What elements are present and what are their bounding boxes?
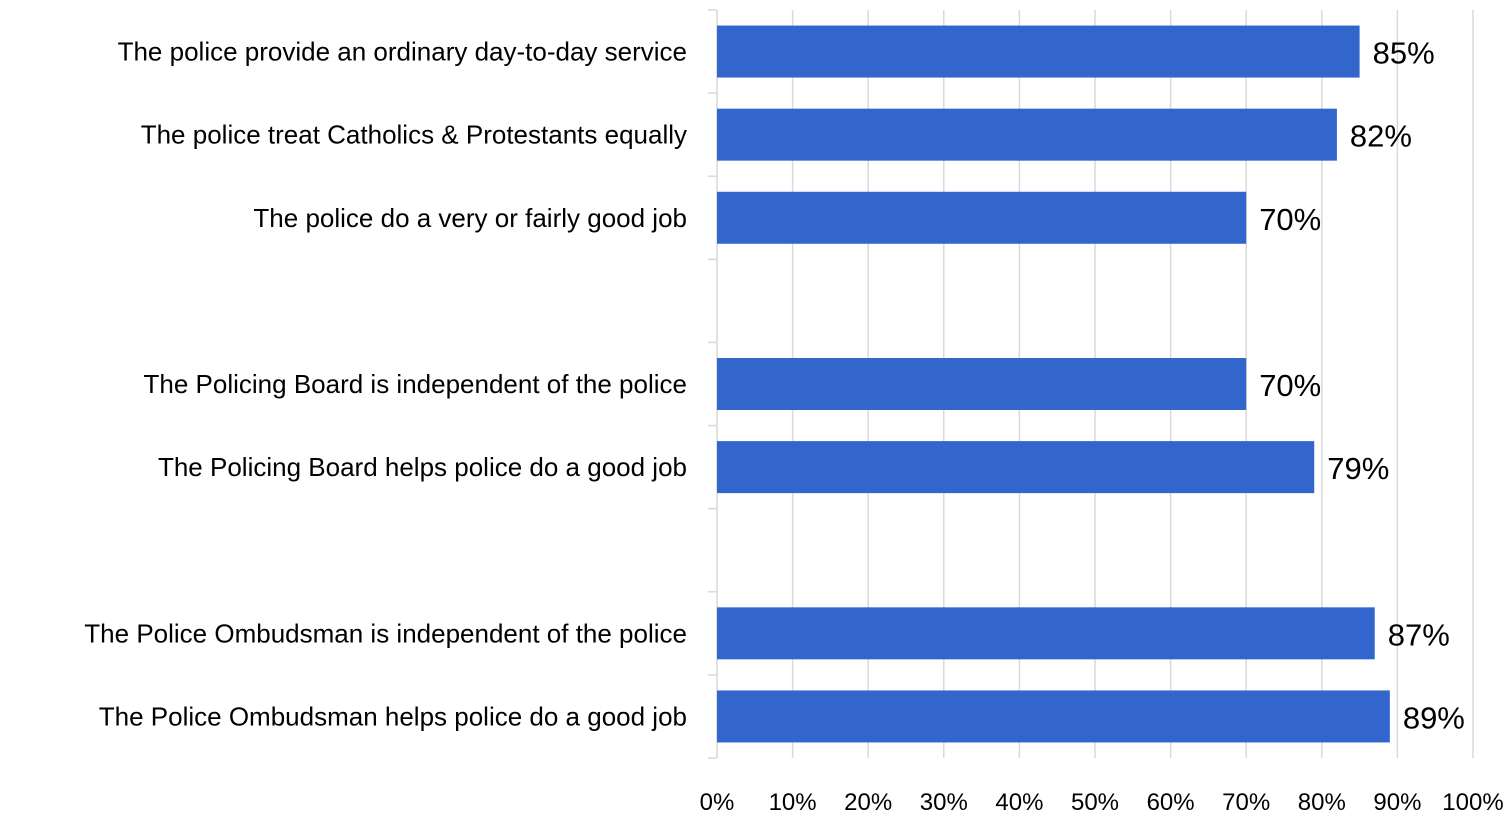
x-tick-label: 80% [1298, 789, 1346, 814]
category-axis [708, 9, 718, 759]
x-tick-label: 60% [1147, 789, 1195, 814]
x-tick-label: 50% [1071, 789, 1119, 814]
category-label: The Police Ombudsman is independent of t… [84, 618, 687, 648]
category-label: The police provide an ordinary day-to-da… [118, 37, 687, 67]
bar [717, 441, 1315, 494]
x-tick-label: 30% [920, 789, 968, 814]
x-tick-label: 10% [769, 789, 817, 814]
bar [717, 690, 1390, 743]
bar [717, 358, 1247, 410]
category-label: The police treat Catholics & Protestants… [141, 120, 687, 150]
data-label: 87% [1388, 617, 1450, 652]
data-label: 70% [1259, 368, 1321, 403]
category-label: The police do a very or fairly good job [253, 203, 687, 233]
bar [717, 25, 1360, 78]
category-label: The Policing Board is independent of the… [144, 369, 687, 399]
bar [717, 108, 1337, 161]
category-label: The Policing Board helps police do a goo… [158, 452, 687, 482]
x-tick-label: 90% [1373, 789, 1421, 814]
data-label: 89% [1403, 700, 1465, 735]
bar [717, 191, 1247, 244]
x-tick-labels: 0% 10% 20% 30% 40% 50% 60% 70% 80% 90% 100% [700, 789, 1504, 816]
x-tick-label: 0% [700, 789, 735, 814]
data-labels: 85% 82% 70% 70% 79% 87% 89% [1259, 36, 1465, 736]
category-labels: The police provide an ordinary day-to-da… [84, 37, 687, 732]
x-tick-label: 40% [995, 789, 1043, 814]
x-tick-label: 20% [844, 789, 892, 814]
x-tick-label: 70% [1222, 789, 1270, 814]
data-label: 85% [1373, 36, 1435, 71]
x-tick-label: 100% [1442, 789, 1503, 814]
bars [717, 25, 1390, 743]
data-label: 82% [1350, 119, 1412, 154]
category-label: The Police Ombudsman helps police do a g… [99, 701, 687, 731]
bar [717, 607, 1375, 660]
data-label: 70% [1259, 202, 1321, 237]
data-label: 79% [1327, 451, 1389, 486]
